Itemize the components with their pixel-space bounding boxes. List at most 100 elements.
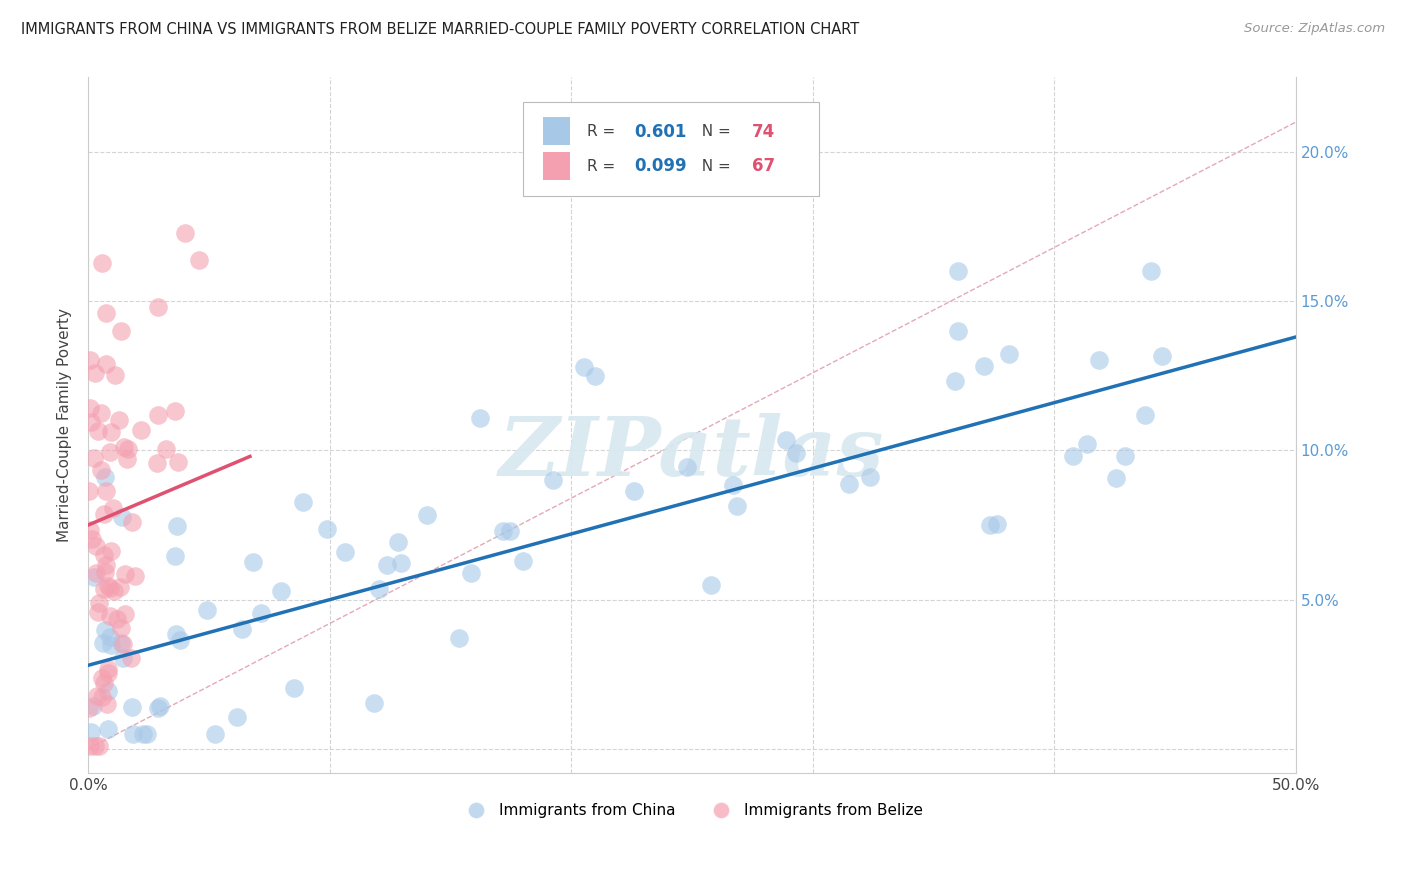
Point	[499, 524, 522, 539]
Point	[79, 739, 101, 753]
Text: R =: R =	[586, 124, 620, 139]
Point	[785, 446, 807, 460]
Point	[90, 255, 112, 269]
Point	[979, 517, 1001, 532]
Point	[86, 605, 108, 619]
Point	[90, 406, 112, 420]
Legend: Immigrants from China, Immigrants from Belize: Immigrants from China, Immigrants from B…	[454, 797, 929, 824]
Point	[111, 637, 134, 651]
Point	[91, 690, 114, 705]
Point	[242, 555, 264, 569]
Point	[165, 627, 187, 641]
Point	[96, 484, 118, 499]
Text: N =: N =	[692, 159, 735, 174]
FancyBboxPatch shape	[523, 102, 818, 195]
Point	[283, 681, 305, 696]
Point	[87, 739, 110, 753]
Point	[583, 368, 606, 383]
Point	[1105, 471, 1128, 485]
Point	[103, 584, 125, 599]
Point	[98, 444, 121, 458]
Point	[79, 352, 101, 367]
Bar	[543, 118, 569, 145]
Bar	[543, 153, 569, 179]
Point	[94, 357, 117, 371]
Text: ZIPatlas: ZIPatlas	[499, 413, 884, 493]
Point	[101, 500, 124, 515]
Point	[120, 651, 142, 665]
Point	[146, 700, 169, 714]
Point	[87, 424, 110, 438]
Point	[82, 699, 104, 714]
Point	[84, 539, 107, 553]
Point	[225, 710, 247, 724]
Text: N =: N =	[692, 124, 735, 139]
Point	[1152, 350, 1174, 364]
Point	[163, 549, 186, 564]
Point	[623, 484, 645, 499]
Point	[93, 508, 115, 522]
Point	[98, 609, 121, 624]
Point	[94, 565, 117, 579]
Point	[97, 579, 120, 593]
Point	[543, 473, 565, 487]
Point	[90, 462, 112, 476]
Point	[110, 324, 132, 338]
Point	[121, 515, 143, 529]
Point	[97, 665, 120, 680]
Point	[1062, 449, 1084, 463]
Point	[83, 570, 105, 584]
Point	[79, 523, 101, 537]
Point	[1114, 449, 1136, 463]
Point	[574, 359, 596, 374]
Point	[249, 607, 271, 621]
Point	[292, 495, 315, 509]
Point	[79, 725, 101, 739]
Point	[94, 558, 117, 573]
Point	[87, 597, 110, 611]
Point	[114, 607, 136, 621]
Point	[512, 554, 534, 568]
Y-axis label: Married-Couple Family Poverty: Married-Couple Family Poverty	[58, 308, 72, 542]
Point	[93, 470, 115, 484]
Point	[90, 671, 112, 685]
Point	[946, 325, 969, 339]
Point	[83, 451, 105, 466]
Text: 74: 74	[752, 123, 776, 141]
Point	[149, 698, 172, 713]
Point	[105, 612, 128, 626]
Point	[94, 306, 117, 320]
Point	[174, 226, 197, 240]
Point	[77, 701, 100, 715]
Text: 0.601: 0.601	[634, 123, 686, 141]
Point	[363, 697, 385, 711]
Point	[859, 470, 882, 484]
Point	[169, 633, 191, 648]
Point	[98, 630, 121, 644]
Point	[100, 638, 122, 652]
Point	[97, 684, 120, 698]
Point	[167, 455, 190, 469]
Point	[470, 411, 492, 425]
Point	[333, 544, 356, 558]
Point	[108, 580, 131, 594]
Point	[77, 483, 100, 498]
Point	[80, 416, 103, 430]
Point	[946, 264, 969, 278]
Point	[124, 569, 146, 583]
Point	[84, 739, 107, 753]
Point	[122, 727, 145, 741]
Point	[1076, 437, 1098, 451]
Text: IMMIGRANTS FROM CHINA VS IMMIGRANTS FROM BELIZE MARRIED-COUPLE FAMILY POVERTY CO: IMMIGRANTS FROM CHINA VS IMMIGRANTS FROM…	[21, 22, 859, 37]
Point	[163, 404, 186, 418]
Point	[492, 524, 515, 538]
Text: 0.099: 0.099	[634, 158, 686, 176]
Point	[315, 522, 337, 536]
Point	[166, 518, 188, 533]
Point	[973, 359, 995, 373]
Point	[415, 508, 437, 522]
Point	[187, 252, 209, 267]
Point	[93, 548, 115, 562]
Point	[108, 413, 131, 427]
Point	[79, 401, 101, 416]
